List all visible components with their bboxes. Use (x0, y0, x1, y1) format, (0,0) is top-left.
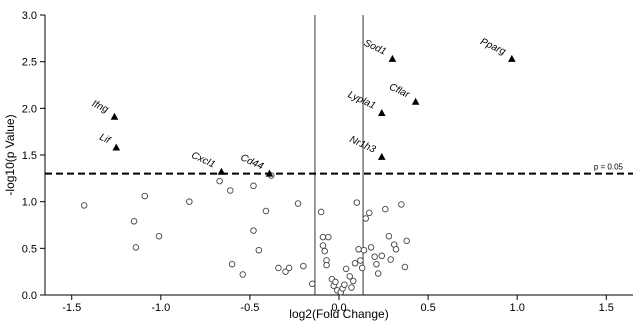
x-tick-label: 1.0 (510, 302, 525, 314)
nonsignificant-point (130, 218, 138, 225)
x-tick-label: 0.0 (331, 302, 346, 314)
nonsignificant-point (309, 280, 316, 288)
nonsignificant-point (294, 200, 302, 207)
nonsignificant-point (250, 227, 257, 234)
nonsignificant-point (358, 264, 366, 272)
nonsignificant-point (300, 262, 307, 270)
y-tick-label: 1.5 (22, 150, 37, 162)
nonsignificant-point (332, 278, 339, 286)
nonsignificant-point (285, 264, 293, 272)
nonsignificant-point (262, 207, 270, 215)
nonsignificant-point (351, 260, 359, 267)
significant-point (377, 109, 386, 116)
y-tick-label: 0.0 (22, 290, 37, 302)
significant-point (388, 54, 397, 62)
significant-point (265, 169, 274, 177)
gene-label: Cd44 (239, 152, 266, 172)
nonsignificant-point (275, 264, 282, 272)
nonsignificant-point (346, 273, 353, 280)
significant-point (217, 167, 226, 175)
nonsignificant-point (227, 187, 234, 194)
significant-point (508, 54, 516, 62)
y-tick-label: 2.5 (22, 57, 37, 69)
nonsignificant-point (371, 253, 378, 260)
y-tick-label: 2.0 (22, 103, 37, 115)
x-tick-label: -1.5 (62, 302, 81, 314)
nonsignificant-point (348, 284, 355, 291)
nonsignificant-point (355, 246, 362, 253)
x-tick-label: 0.5 (420, 302, 435, 314)
nonsignificant-point (367, 244, 375, 251)
nonsignificant-point (155, 232, 163, 240)
nonsignificant-point (353, 199, 361, 206)
nonsignificant-point (342, 265, 350, 273)
threshold-label: p = 0.05 (594, 163, 624, 172)
nonsignificant-point (325, 233, 332, 241)
y-axis-title: -log10(p Value) (3, 114, 17, 195)
x-tick-label: -0.5 (240, 302, 259, 314)
nonsignificant-point (385, 232, 393, 240)
gene-label: Cxcl1 (189, 150, 216, 171)
nonsignificant-point (350, 277, 357, 285)
nonsignificant-point (382, 205, 389, 213)
significant-point (377, 152, 386, 160)
data-points (80, 54, 516, 296)
nonsignificant-point (323, 261, 330, 269)
gene-label: Lypla1 (346, 89, 377, 111)
nonsignificant-point (141, 192, 149, 200)
gene-label: Pparg (478, 36, 507, 57)
reference-lines (45, 15, 633, 295)
nonsignificant-point (403, 237, 410, 245)
gene-label: Lif (97, 132, 112, 147)
gene-label: Sod1 (362, 38, 388, 58)
nonsignificant-point (362, 215, 369, 222)
nonsignificant-point (387, 256, 394, 263)
significant-point (411, 97, 420, 105)
nonsignificant-point (255, 246, 263, 254)
significant-point (110, 112, 119, 120)
x-tick-label: -1.0 (151, 302, 170, 314)
significant-point (112, 143, 121, 151)
nonsignificant-point (321, 247, 328, 255)
nonsignificant-point (132, 244, 140, 251)
nonsignificant-point (319, 233, 327, 241)
nonsignificant-point (341, 281, 348, 288)
nonsignificant-point (373, 260, 380, 268)
y-tick-label: 0.5 (22, 243, 37, 255)
nonsignificant-point (378, 252, 386, 260)
nonsignificant-point (357, 257, 364, 264)
y-tick-label: 1.0 (22, 197, 37, 209)
nonsignificant-point (216, 177, 223, 185)
nonsignificant-point (401, 263, 409, 271)
x-tick-label: 1.5 (599, 302, 614, 314)
y-tick-label: 3.0 (22, 10, 37, 22)
nonsignificant-point (317, 208, 325, 216)
nonsignificant-point (239, 271, 247, 278)
nonsignificant-point (80, 202, 88, 209)
nonsignificant-point (250, 182, 257, 190)
gene-label: Ifng (90, 98, 110, 115)
nonsignificant-point (392, 246, 400, 253)
x-axis-title: log2(Fold Change) (289, 307, 388, 321)
nonsignificant-point (186, 198, 193, 205)
nonsignificant-point (360, 246, 368, 254)
nonsignificant-point (319, 242, 327, 249)
axis-ticks: -1.5 -1.0 -0.5 0.0 0.5 1.0 1.5 0.0 0.5 1.0 1.5 2.0 2… (22, 10, 633, 314)
gene-label: Cflar (387, 82, 411, 101)
nonsignificant-point (228, 260, 236, 268)
nonsignificant-point (366, 209, 373, 217)
nonsignificant-point (374, 270, 382, 277)
nonsignificant-point (398, 201, 405, 208)
